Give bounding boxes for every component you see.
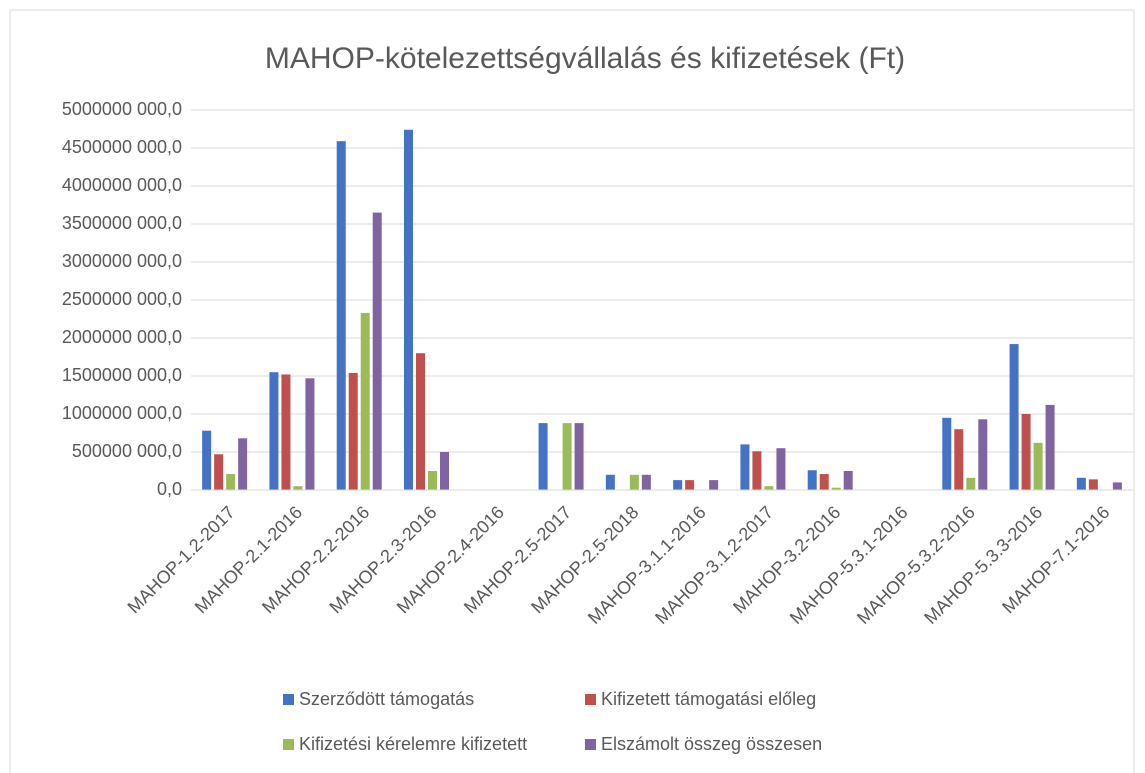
bar <box>372 212 382 490</box>
bar <box>202 430 212 490</box>
bar <box>1009 344 1019 490</box>
bar <box>605 474 615 490</box>
bar <box>807 470 817 490</box>
legend-label: Kifizetési kérelemre kifizetett <box>299 734 527 754</box>
bar <box>966 477 976 490</box>
legend-label: Szerződött támogatás <box>299 689 474 709</box>
bar <box>709 480 719 490</box>
legend-label: Elszámolt összeg összesen <box>601 734 822 754</box>
x-tick-label: MAHOP-5.3.1-2016 <box>786 502 912 628</box>
bar <box>1033 442 1043 490</box>
chart-title: MAHOP-kötelezettségvállalás és kifizetés… <box>265 42 905 75</box>
bar <box>281 374 291 490</box>
bar <box>336 141 346 490</box>
bar <box>1088 479 1098 490</box>
bar <box>574 423 584 490</box>
x-tick-label: MAHOP-3.1.1-2016 <box>584 502 710 628</box>
legend-swatch <box>585 739 596 750</box>
bar <box>673 480 683 490</box>
bar <box>685 480 695 490</box>
x-tick-label: MAHOP-5.3.3-2016 <box>920 502 1046 628</box>
legend-swatch <box>283 694 294 705</box>
bar <box>819 474 829 490</box>
bar <box>954 429 964 490</box>
y-tick-label: 3000000 000,0 <box>62 251 182 271</box>
bar <box>764 486 774 490</box>
bar <box>942 417 952 490</box>
y-tick-label: 2500000 000,0 <box>62 289 182 309</box>
bar <box>214 454 224 490</box>
bar <box>843 471 853 490</box>
y-tick-label: 5000000 000,0 <box>62 99 182 119</box>
y-tick-label: 2000000 000,0 <box>62 327 182 347</box>
bar <box>226 474 236 490</box>
y-tick-label: 1000000 000,0 <box>62 403 182 423</box>
bar <box>360 312 370 490</box>
bar <box>776 448 786 490</box>
bar <box>1076 477 1086 490</box>
bar <box>629 474 639 490</box>
bar <box>293 486 303 490</box>
legend-swatch <box>585 694 596 705</box>
bar <box>1112 482 1122 490</box>
x-tick-label: MAHOP-3.1.2-2017 <box>651 502 777 628</box>
bar <box>238 438 248 490</box>
bar <box>831 487 841 490</box>
y-tick-label: 0,0 <box>157 479 182 499</box>
bar <box>641 474 651 490</box>
bar <box>1045 404 1055 490</box>
y-tick-label: 3500000 000,0 <box>62 213 182 233</box>
bar <box>740 444 750 490</box>
x-tick-label: MAHOP-5.3.2-2016 <box>853 502 979 628</box>
y-tick-label: 500000 000,0 <box>72 441 182 461</box>
legend-label: Kifizetett támogatási előleg <box>601 689 816 709</box>
bar <box>978 419 988 490</box>
bar <box>416 353 425 490</box>
bar <box>305 378 315 490</box>
legend-swatch <box>283 739 294 750</box>
y-tick-label: 4000000 000,0 <box>62 175 182 195</box>
bar <box>348 372 358 490</box>
bar <box>440 452 449 490</box>
bar <box>562 423 572 490</box>
bar <box>269 372 279 490</box>
bar <box>538 423 548 490</box>
y-tick-label: 1500000 000,0 <box>62 365 182 385</box>
bar <box>428 471 437 490</box>
chart-border <box>9 9 1135 773</box>
bar <box>1021 414 1031 490</box>
bar <box>404 129 413 490</box>
y-tick-label: 4500000 000,0 <box>62 137 182 157</box>
bar <box>752 451 762 490</box>
